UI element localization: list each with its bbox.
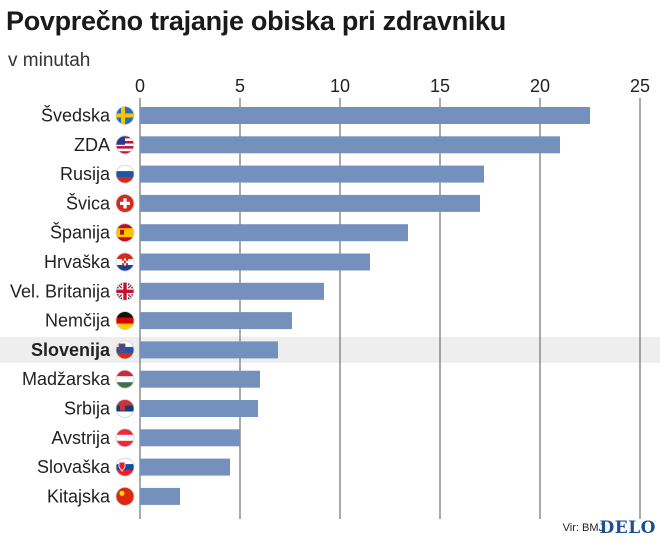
bar <box>140 400 258 417</box>
x-tick-label: 0 <box>135 76 145 96</box>
sweden-flag-icon <box>115 106 135 125</box>
germany-flag-icon <box>115 311 135 331</box>
category-label: Vel. Britanija <box>10 281 111 301</box>
bar <box>140 458 230 476</box>
uk-flag-icon <box>115 281 135 301</box>
category-label: Švedska <box>41 105 111 126</box>
category-label: Hrvaška <box>44 252 111 272</box>
bar <box>140 429 240 447</box>
switzerland-flag-icon <box>115 193 135 213</box>
chart-title: Povprečno trajanje obiska pri zdravniku <box>6 6 506 36</box>
chart-subtitle: v minutah <box>8 50 91 71</box>
bar <box>140 282 324 300</box>
bar <box>140 341 278 359</box>
slovenia-flag-icon <box>115 340 135 360</box>
bar <box>140 312 292 330</box>
china-flag-icon <box>115 486 135 506</box>
spain-flag-icon <box>115 223 135 243</box>
category-label: Španija <box>50 222 111 243</box>
croatia-flag-icon <box>115 252 135 272</box>
bar <box>140 487 180 505</box>
bar <box>140 165 484 183</box>
russia-flag-icon <box>115 164 135 184</box>
serbia-flag-icon <box>115 399 135 418</box>
category-label: Nemčija <box>45 311 111 331</box>
category-label: Madžarska <box>22 369 111 389</box>
x-tick-label: 10 <box>330 76 350 96</box>
bar <box>140 370 260 388</box>
bar <box>140 224 408 242</box>
highlight-row <box>0 336 660 363</box>
source-note: Vir: BMJ <box>562 522 604 534</box>
category-label: Slovenija <box>31 340 111 360</box>
category-label: Srbija <box>64 399 111 419</box>
slovakia-flag-icon <box>115 457 135 477</box>
category-label: Slovaška <box>37 457 111 477</box>
usa-flag-icon <box>115 135 135 155</box>
x-tick-label: 5 <box>235 76 245 96</box>
category-label: Rusija <box>60 164 111 184</box>
category-label: Švica <box>66 192 111 213</box>
bar <box>140 107 590 124</box>
category-label: Avstrija <box>51 428 111 448</box>
x-tick-label: 15 <box>430 76 450 96</box>
delo-logo: DELO <box>599 518 656 538</box>
hungary-flag-icon <box>115 369 135 389</box>
bar <box>140 194 480 212</box>
x-tick-label: 20 <box>530 76 550 96</box>
category-label: Kitajska <box>47 486 111 506</box>
x-tick-label: 25 <box>630 76 650 96</box>
austria-flag-icon <box>115 428 135 448</box>
bar <box>140 136 560 154</box>
bar <box>140 253 370 271</box>
category-label: ZDA <box>74 135 110 155</box>
